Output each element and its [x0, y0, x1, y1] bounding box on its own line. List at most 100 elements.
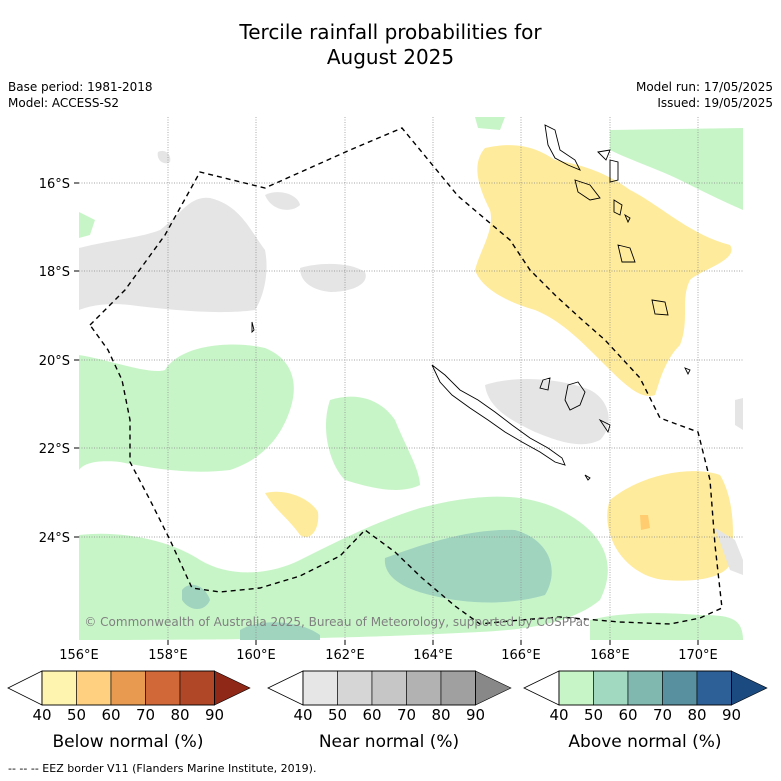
axis-labels: 156°E 158°E 160°E 162°E 164°E 166°E 168°…: [39, 177, 718, 663]
lat-label-20: 20°S: [39, 354, 70, 369]
legend-ticks: 40 50 60 70 80 90 40 50 60 70 80 90 40 5…: [32, 706, 741, 724]
legend-below-tick: 50: [67, 706, 86, 724]
above-normal-region-w: [79, 212, 95, 238]
legend-near-swatch: [371, 670, 407, 706]
legend-below-tick: 70: [136, 706, 155, 724]
lon-label-156: 156°E: [59, 648, 99, 663]
lon-label-164: 164°E: [413, 648, 453, 663]
near-normal-region-small2: [265, 192, 300, 210]
model-run: Model run: 17/05/2025: [635, 80, 773, 94]
legend-above-arrow-high: [731, 670, 768, 706]
title-line-2: August 2025: [326, 45, 455, 69]
legend-near-tick: 70: [397, 706, 416, 724]
lon-label-160: 160°E: [236, 648, 276, 663]
legend-below-arrow-high: [214, 670, 251, 706]
legend-above-swatch: [662, 670, 698, 706]
above-normal-50-sw: [182, 584, 210, 609]
legend-above-tick: 70: [653, 706, 672, 724]
lat-label-16: 16°S: [39, 177, 70, 192]
legend-above-normal: [523, 670, 768, 706]
below-normal-region-east: [475, 145, 732, 396]
vanuatu-central-coast: [574, 149, 619, 201]
loyalty-islands-coast: [539, 377, 586, 411]
legend-above-tick: 50: [584, 706, 603, 724]
legend-below-swatch: [41, 670, 77, 706]
legend-near-swatch: [440, 670, 476, 706]
issued-date: Issued: 19/05/2025: [657, 96, 773, 110]
lon-label-168: 168°E: [590, 648, 630, 663]
eez-footer-note: -- -- -- EEZ border V11 (Flanders Marine…: [8, 762, 317, 775]
near-normal-region-se: [715, 528, 743, 575]
near-normal-region-nw: [79, 197, 267, 313]
above-normal-50-south: [384, 529, 552, 603]
legend-above-tick: 90: [722, 706, 741, 724]
below-normal-region-small: [265, 491, 319, 538]
above-normal-region-ne2: [475, 117, 505, 130]
legend-near-title: Near normal (%): [319, 732, 459, 752]
legend-near-tick: 40: [293, 706, 312, 724]
new-caledonia-coast: [431, 364, 566, 466]
above-normal-region-sse: [590, 613, 743, 640]
legend-near-swatch: [302, 670, 338, 706]
above-normal-region-center: [325, 396, 420, 490]
legend-above-arrow-low: [523, 670, 560, 706]
legend-below-swatch: [110, 670, 146, 706]
legend-below-title: Below normal (%): [53, 732, 204, 752]
copyright-notice: © Commonwealth of Australia 2025, Bureau…: [84, 615, 589, 629]
legend-above-swatch: [627, 670, 663, 706]
title-line-1: Tercile rainfall probabilities for: [239, 20, 542, 44]
legend-below-swatch: [179, 670, 215, 706]
legend-near-tick: 50: [328, 706, 347, 724]
legend-near-tick: 90: [466, 706, 485, 724]
meta-left: Base period: 1981-2018 Model: ACCESS-S2: [8, 79, 153, 111]
probability-fields: [79, 117, 743, 640]
map-title: Tercile rainfall probabilities for Augus…: [0, 20, 781, 70]
legend-above-tick: 40: [549, 706, 568, 724]
below-normal-dot: [640, 515, 650, 530]
legend-below-tick: 40: [32, 706, 51, 724]
legend-below-tick: 90: [205, 706, 224, 724]
axis-ticks: [74, 182, 699, 645]
legend-above-tick: 80: [687, 706, 706, 724]
legend-above-tick: 60: [618, 706, 637, 724]
vanuatu-north-coast: [544, 124, 581, 171]
legend-above-swatch: [593, 670, 629, 706]
graticule: [79, 117, 743, 640]
legend-near-swatch: [337, 670, 373, 706]
legend-below-arrow-low: [7, 670, 43, 706]
lon-label-170: 170°E: [678, 648, 718, 663]
legend-near-tick: 60: [362, 706, 381, 724]
above-normal-region-ne: [610, 128, 743, 210]
lat-label-18: 18°S: [39, 265, 70, 280]
legend-above-title: Above normal (%): [568, 732, 721, 752]
small-islands: [251, 199, 631, 481]
below-normal-region-se: [607, 471, 733, 581]
legend-near-arrow-low: [267, 670, 304, 706]
lon-label-162: 162°E: [325, 648, 365, 663]
near-normal-region-small1: [157, 150, 171, 164]
near-normal-region-east: [485, 378, 609, 445]
legend-near-tick: 80: [431, 706, 450, 724]
lat-label-22: 22°S: [39, 442, 70, 457]
lon-label-166: 166°E: [501, 648, 541, 663]
lat-label-24: 24°S: [39, 531, 70, 546]
above-normal-50-bottom: [240, 622, 320, 640]
legend-above-swatch: [696, 670, 732, 706]
base-period: Base period: 1981-2018: [8, 80, 153, 94]
near-normal-region-far-east: [735, 398, 743, 430]
meta-right: Model run: 17/05/2025 Issued: 19/05/2025: [636, 79, 773, 111]
above-normal-region-mid: [79, 344, 294, 472]
legend-titles: Below normal (%) Near normal (%) Above n…: [53, 732, 722, 752]
legend-below-tick: 80: [170, 706, 189, 724]
lon-label-158: 158°E: [148, 648, 188, 663]
model-name: Model: ACCESS-S2: [8, 96, 120, 110]
legend-below-swatch: [76, 670, 112, 706]
legend-near-swatch: [406, 670, 442, 706]
legend-near-arrow-high: [475, 670, 512, 706]
legend-near-normal: [267, 670, 512, 706]
near-normal-region-small3: [300, 263, 366, 292]
legend-below-normal: [7, 670, 251, 706]
vanuatu-south-coast: [617, 244, 691, 376]
legend-below-tick: 60: [101, 706, 120, 724]
legend-below-swatch: [145, 670, 181, 706]
